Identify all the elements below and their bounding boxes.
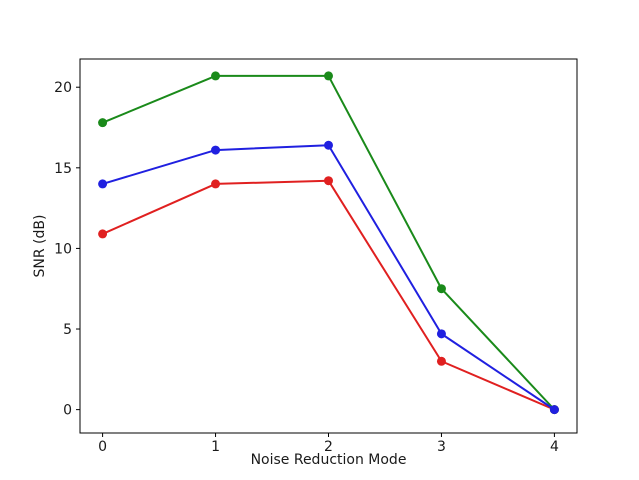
series-line-red	[102, 179, 555, 411]
data-point-red	[98, 229, 108, 239]
x-tick-label: 2	[324, 439, 333, 455]
data-point-red	[436, 356, 446, 366]
plot-border	[79, 58, 578, 434]
data-point-red	[211, 179, 221, 189]
x-tick-label: 0	[98, 439, 107, 455]
y-tick-label: 5	[63, 322, 72, 338]
series-line-green	[102, 74, 556, 411]
data-point-blue	[436, 329, 446, 339]
y-tick-label: 0	[63, 403, 72, 419]
data-point-green	[436, 284, 446, 294]
data-point-green	[324, 71, 333, 81]
x-tick-label: 4	[550, 439, 559, 455]
data-point-blue	[98, 179, 108, 189]
data-point-blue	[324, 140, 333, 150]
y-axis-label: SNR (dB)	[32, 214, 48, 278]
data-point-green	[98, 118, 108, 128]
x-axis-label: Noise Reduction Mode	[250, 452, 407, 468]
x-tick-label: 3	[437, 439, 446, 455]
x-tick-label: 1	[211, 439, 220, 455]
data-point-blue	[211, 145, 221, 155]
data-point-blue	[549, 405, 559, 415]
y-tick-label: 20	[54, 80, 72, 96]
y-tick-label: 10	[54, 241, 72, 257]
data-point-green	[211, 71, 221, 81]
data-point-red	[324, 176, 333, 186]
y-tick-label: 15	[54, 161, 72, 177]
